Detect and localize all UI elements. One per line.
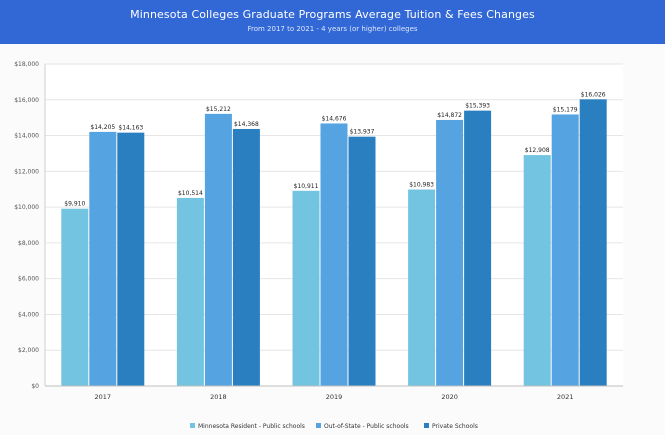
bar-chart: $0 $2,000 $4,000 $6,000 $8,000 $10,000 $12,000… <box>14 61 623 430</box>
x-tick-label: 2020 <box>441 393 458 401</box>
legend-label[interactable]: Out-of-State - Public schools <box>324 423 409 430</box>
chart-subtitle: From 2017 to 2021 - 4 years (or higher) … <box>247 25 418 33</box>
y-tick-label: $10,000 <box>14 204 39 211</box>
y-tick-label: $18,000 <box>14 61 39 68</box>
data-label: $10,911 <box>294 183 319 190</box>
y-tick-label: $4,000 <box>18 311 39 318</box>
bar[interactable] <box>176 197 204 386</box>
bar[interactable] <box>89 131 117 386</box>
legend-label[interactable]: Private Schools <box>432 423 478 430</box>
bars: $9,910 $14,205 $14,163 $10,514 $15,212 $14,36… <box>61 91 607 387</box>
bar[interactable] <box>61 208 89 386</box>
legend: Minnesota Resident - Public schools Out-o… <box>190 423 478 430</box>
bar[interactable] <box>292 190 320 386</box>
bar[interactable] <box>551 114 579 387</box>
data-label: $15,393 <box>465 103 490 110</box>
x-tick-label: 2021 <box>557 393 574 401</box>
data-label: $14,676 <box>322 115 347 122</box>
data-label: $16,026 <box>581 91 606 98</box>
y-tick-label: $16,000 <box>14 97 39 104</box>
x-tick-label: 2018 <box>210 393 227 401</box>
y-tick-label: $12,000 <box>14 168 39 175</box>
data-label: $13,937 <box>350 129 375 136</box>
y-axis: $0 $2,000 $4,000 $6,000 $8,000 $10,000 $12,000… <box>14 61 46 390</box>
data-label: $12,908 <box>525 147 550 154</box>
data-label: $14,163 <box>118 125 143 132</box>
bar[interactable] <box>348 136 376 386</box>
y-tick-label: $8,000 <box>18 240 39 247</box>
bar[interactable] <box>408 189 436 386</box>
bar[interactable] <box>464 110 492 387</box>
data-label: $14,205 <box>90 124 115 131</box>
legend-swatch <box>316 423 321 428</box>
data-label: $15,212 <box>206 106 231 113</box>
legend-swatch <box>190 423 195 428</box>
bar[interactable] <box>579 99 607 386</box>
bar[interactable] <box>232 128 260 386</box>
data-label: $14,872 <box>437 112 462 119</box>
data-label: $9,910 <box>64 201 85 208</box>
x-axis: 2017 2018 2019 2020 2021 <box>45 385 623 401</box>
bar[interactable] <box>204 113 232 387</box>
bar[interactable] <box>117 132 145 386</box>
bar[interactable] <box>523 155 551 386</box>
x-tick-label: 2019 <box>326 393 343 401</box>
data-label: $14,368 <box>234 121 259 128</box>
chart-title: Minnesota Colleges Graduate Programs Ave… <box>130 8 535 21</box>
data-label: $10,514 <box>178 190 203 197</box>
y-tick-label: $0 <box>31 383 39 390</box>
x-tick-label: 2017 <box>95 393 112 401</box>
y-tick-label: $2,000 <box>18 347 39 354</box>
legend-label[interactable]: Minnesota Resident - Public schools <box>198 423 305 430</box>
bar[interactable] <box>320 123 348 386</box>
chart-header: Minnesota Colleges Graduate Programs Ave… <box>0 0 665 44</box>
y-tick-label: $6,000 <box>18 276 39 283</box>
y-tick-label: $14,000 <box>14 133 39 140</box>
legend-swatch <box>424 423 429 428</box>
bar[interactable] <box>436 119 464 386</box>
data-label: $15,179 <box>553 106 578 113</box>
data-label: $10,983 <box>409 182 434 189</box>
